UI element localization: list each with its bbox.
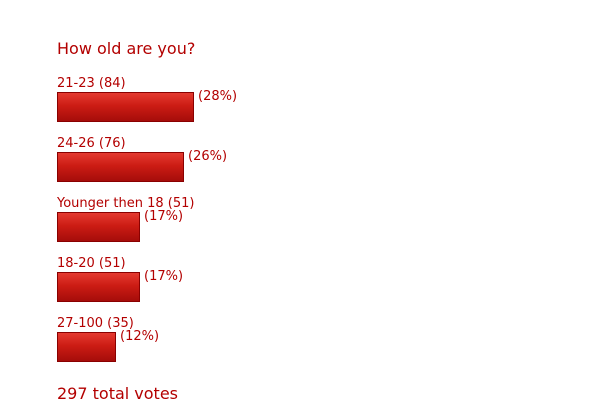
percent-label: (26%) — [188, 149, 228, 164]
poll-option: 27-100 (35) (12%) — [57, 316, 557, 364]
option-label: 27-100 (35) — [57, 316, 134, 331]
percent-label: (28%) — [198, 89, 238, 104]
bar-row: (17%) — [57, 269, 557, 304]
percent-label: (12%) — [120, 329, 160, 344]
poll-option: 24-26 (76) (26%) — [57, 136, 557, 184]
option-label: Younger then 18 (51) — [57, 196, 195, 211]
poll-title: How old are you? — [57, 39, 196, 58]
poll-option: 18-20 (51) (17%) — [57, 256, 557, 304]
poll-option: Younger then 18 (51) (17%) — [57, 196, 557, 244]
percent-label: (17%) — [144, 269, 184, 284]
result-bar — [57, 332, 116, 362]
poll-options: 21-23 (84) (28%) 24-26 (76) (26%) Younger th… — [57, 76, 557, 364]
bar-row: (26%) — [57, 149, 557, 184]
result-bar — [57, 92, 194, 122]
option-label: 21-23 (84) — [57, 76, 126, 91]
bar-row: (17%) — [57, 209, 557, 244]
poll-option: 21-23 (84) (28%) — [57, 76, 557, 124]
bar-row: (12%) — [57, 329, 557, 364]
percent-label: (17%) — [144, 209, 184, 224]
total-votes: 297 total votes — [57, 384, 179, 403]
result-bar — [57, 212, 140, 242]
result-bar — [57, 272, 140, 302]
poll-chart: How old are you? 21-23 (84) (28%) 24-26 (7… — [57, 38, 557, 376]
result-bar — [57, 152, 184, 182]
option-label: 24-26 (76) — [57, 136, 126, 151]
bar-row: (28%) — [57, 89, 557, 124]
option-label: 18-20 (51) — [57, 256, 126, 271]
